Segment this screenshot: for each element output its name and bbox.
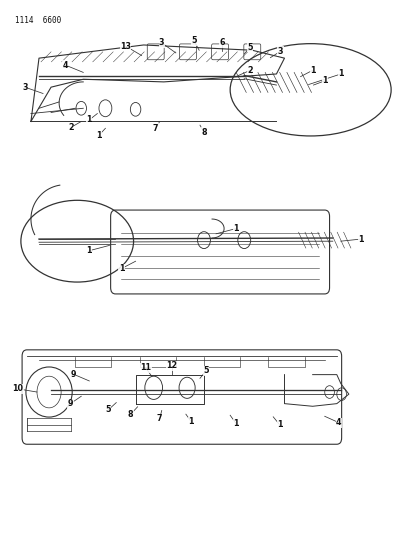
Text: 4: 4 xyxy=(62,61,68,69)
Text: 3: 3 xyxy=(278,47,283,56)
Text: 12: 12 xyxy=(166,361,177,370)
Text: 8: 8 xyxy=(201,127,207,136)
Text: 11: 11 xyxy=(140,364,151,372)
Text: 9: 9 xyxy=(71,369,76,378)
Text: 1: 1 xyxy=(322,76,328,85)
Text: 1: 1 xyxy=(277,420,282,429)
Text: 5: 5 xyxy=(191,36,197,45)
Text: 1: 1 xyxy=(358,235,364,244)
Text: 5: 5 xyxy=(203,366,209,375)
Text: 3: 3 xyxy=(159,38,164,47)
Text: 3: 3 xyxy=(22,83,28,92)
Text: 1: 1 xyxy=(188,417,194,426)
Text: 1: 1 xyxy=(86,115,92,124)
Text: 1114  6600: 1114 6600 xyxy=(15,16,61,25)
Text: 6: 6 xyxy=(220,38,225,47)
Text: 1: 1 xyxy=(233,224,239,233)
Text: 7: 7 xyxy=(153,124,158,133)
Text: 1: 1 xyxy=(338,69,344,78)
Text: 2: 2 xyxy=(248,66,253,75)
Text: 5: 5 xyxy=(248,43,253,52)
Text: 1: 1 xyxy=(310,66,315,75)
Text: 13: 13 xyxy=(120,42,131,51)
Text: 5: 5 xyxy=(106,406,111,415)
Text: 1: 1 xyxy=(96,131,101,140)
Text: 1: 1 xyxy=(119,264,124,273)
Text: 1: 1 xyxy=(233,419,239,428)
Text: 8: 8 xyxy=(128,410,133,419)
Text: 2: 2 xyxy=(69,123,74,132)
Text: 10: 10 xyxy=(13,384,24,393)
Text: 7: 7 xyxy=(157,414,162,423)
Text: 1: 1 xyxy=(86,246,92,255)
Text: 9: 9 xyxy=(68,399,73,408)
Text: 4: 4 xyxy=(336,418,341,427)
